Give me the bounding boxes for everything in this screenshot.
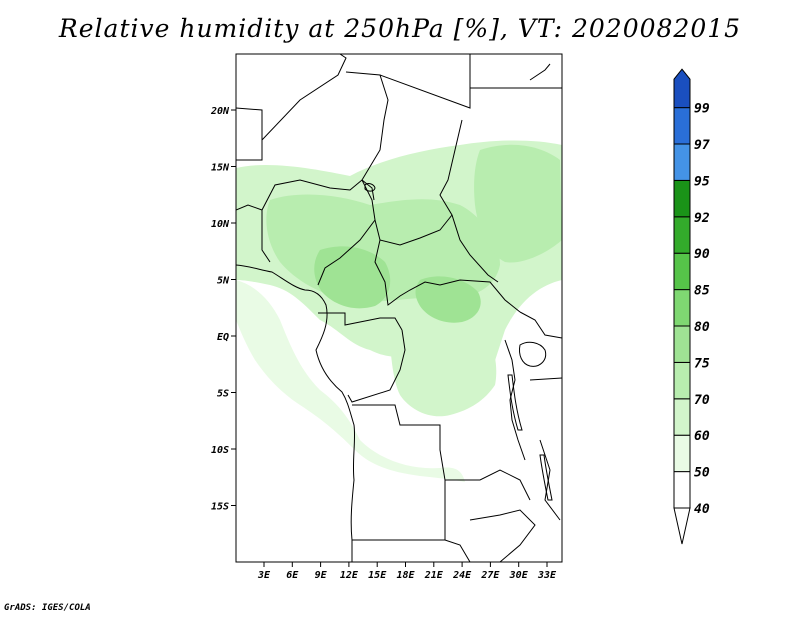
- border-uganda-kenya: [519, 311, 562, 339]
- colorbar-label: 70: [694, 393, 710, 408]
- colorbar-label: 60: [694, 429, 710, 444]
- colorbar-label: 40: [694, 502, 710, 517]
- humidity-area-core: [314, 246, 391, 309]
- map-title: Relative humidity at 250hPa [%], VT: 202…: [58, 14, 742, 43]
- lon-tick-label: 27E: [480, 570, 500, 581]
- colorbar-segment: [673, 107, 691, 145]
- colorbar-label: 95: [694, 174, 710, 189]
- lon-tick-label: 15E: [368, 570, 387, 581]
- lon-tick-label: 21E: [424, 570, 444, 581]
- lat-tick-label: 10S: [211, 445, 229, 456]
- lakes: [364, 183, 553, 501]
- lon-tick-label: 24E: [452, 570, 472, 581]
- border-angola-zambia: [445, 469, 531, 501]
- colorbar-segment: [673, 398, 691, 436]
- latitude-axis: 20N 15N 10N 5N EQ 5S 10S 15S: [210, 106, 236, 513]
- colorbar-underflow: [673, 507, 691, 545]
- humidity-area-core-2: [415, 276, 481, 323]
- colorbar: 40 50 60 70 75 80 85 90 92 95 97 99: [673, 68, 710, 545]
- colorbar-segment: [673, 325, 691, 363]
- colorbar-segment: [673, 434, 691, 473]
- humidity-area-east: [474, 144, 562, 263]
- border-sahara-2: [345, 71, 389, 201]
- map-frame: [235, 53, 563, 563]
- border-east-lakes: [504, 339, 526, 461]
- humidity-field: [236, 140, 562, 482]
- colorbar-label: 99: [694, 102, 710, 117]
- colorbar-segment: [673, 471, 691, 509]
- humidity-area-coast: [236, 280, 465, 482]
- colorbar-segment: [673, 143, 691, 181]
- border-west-coast-states: [236, 204, 271, 263]
- lake-malawi: [539, 454, 553, 501]
- lake-tanganyika: [507, 374, 523, 431]
- lon-tick-label: 9E: [315, 570, 328, 581]
- lat-tick-label: 5N: [217, 276, 230, 287]
- lat-tick-label: 15S: [211, 502, 229, 513]
- lake-victoria: [519, 341, 547, 367]
- longitude-axis: 3E 6E 9E 12E 15E 18E 21E 24E 27E 30E 33E: [257, 562, 557, 581]
- colorbar-label: 92: [694, 211, 710, 226]
- colorbar-segment: [673, 179, 691, 218]
- border-cameroon-car: [374, 219, 521, 313]
- colorbar-segment: [673, 252, 691, 291]
- border-namibia: [352, 539, 471, 562]
- colorbar-label: 75: [694, 356, 710, 371]
- colorbar-segment: [673, 361, 691, 400]
- border-gabon-congo: [318, 312, 403, 331]
- coastline-west-africa: [236, 264, 356, 562]
- lat-tick-label: 10N: [211, 219, 230, 230]
- lat-tick-label: 20N: [210, 106, 230, 117]
- lake-chad: [364, 183, 376, 192]
- lat-tick-label: 5S: [217, 389, 229, 400]
- colorbar-label: 90: [694, 247, 710, 262]
- lat-tick-label: EQ: [217, 332, 229, 343]
- border-mozambique: [539, 439, 561, 521]
- lon-tick-label: 33E: [537, 570, 557, 581]
- colorbar-label: 97: [694, 138, 710, 153]
- border-car-north: [379, 214, 453, 246]
- border-zambia-south: [469, 509, 536, 562]
- credit-text: GrADS: IGES/COLA: [4, 603, 91, 613]
- colorbar-segment: [673, 68, 691, 109]
- border-niger-mali: [236, 140, 263, 161]
- border-red-sea: [529, 63, 551, 81]
- lat-tick-label: 15N: [211, 163, 230, 174]
- colorbar-label: 50: [694, 466, 710, 481]
- colorbar-segment: [673, 216, 691, 254]
- border-sahara-1: [236, 54, 347, 142]
- colorbar-label: 80: [694, 320, 710, 335]
- colorbar-segment: [673, 289, 691, 327]
- lon-tick-label: 3E: [257, 570, 271, 581]
- border-drc-west: [347, 329, 406, 403]
- lon-tick-label: 18E: [396, 570, 415, 581]
- border-tanzania: [529, 377, 562, 381]
- lon-tick-label: 30E: [509, 570, 529, 581]
- lon-tick-label: 12E: [340, 570, 359, 581]
- colorbar-label: 85: [694, 284, 710, 299]
- lon-tick-label: 6E: [286, 570, 299, 581]
- border-libya-egypt: [379, 54, 471, 109]
- humidity-area-congo: [389, 294, 497, 417]
